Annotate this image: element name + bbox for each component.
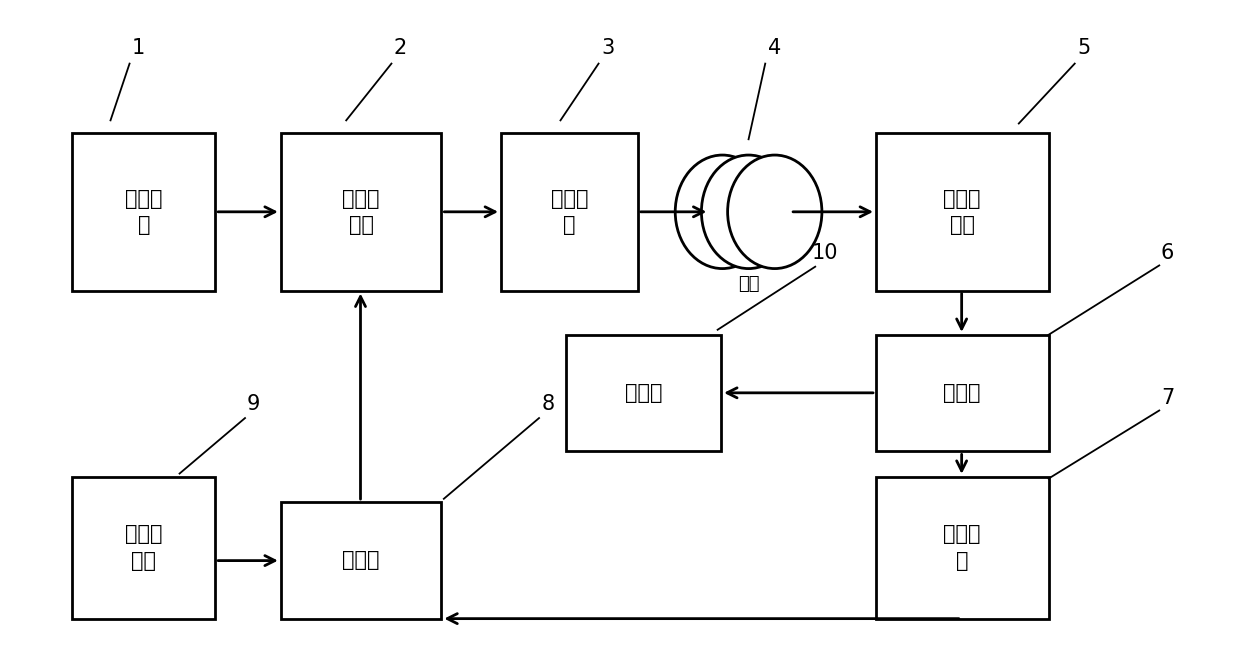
Text: 5: 5: [1078, 38, 1091, 58]
Text: 示波器: 示波器: [625, 383, 662, 403]
Bar: [280, 133, 441, 290]
Text: 光纤: 光纤: [738, 275, 759, 293]
Text: 10: 10: [811, 243, 838, 263]
Text: 3: 3: [601, 38, 615, 58]
Bar: [567, 335, 722, 451]
Text: 扫频光
源: 扫频光 源: [125, 189, 162, 235]
Bar: [875, 477, 1049, 619]
Text: 6: 6: [1161, 243, 1174, 263]
Text: 光电探
测器: 光电探 测器: [944, 189, 981, 235]
Bar: [501, 133, 637, 290]
Text: 被测信
号源: 被测信 号源: [125, 524, 162, 571]
Text: 功分器: 功分器: [342, 551, 379, 570]
Bar: [875, 335, 1049, 451]
Ellipse shape: [728, 155, 822, 269]
Bar: [72, 477, 216, 619]
Text: 相位调
制器: 相位调 制器: [342, 189, 379, 235]
Text: 2: 2: [393, 38, 407, 58]
Text: 7: 7: [1161, 388, 1174, 408]
Text: 功分器: 功分器: [944, 383, 981, 403]
Text: 电放大
器: 电放大 器: [944, 524, 981, 571]
Bar: [72, 133, 216, 290]
Ellipse shape: [702, 155, 796, 269]
Text: 9: 9: [247, 394, 260, 414]
Bar: [280, 502, 441, 619]
Ellipse shape: [676, 155, 770, 269]
Text: 1: 1: [131, 38, 145, 58]
Text: 8: 8: [542, 394, 556, 414]
Text: 4: 4: [768, 38, 781, 58]
Text: 光滤波
器: 光滤波 器: [551, 189, 588, 235]
Bar: [875, 133, 1049, 290]
